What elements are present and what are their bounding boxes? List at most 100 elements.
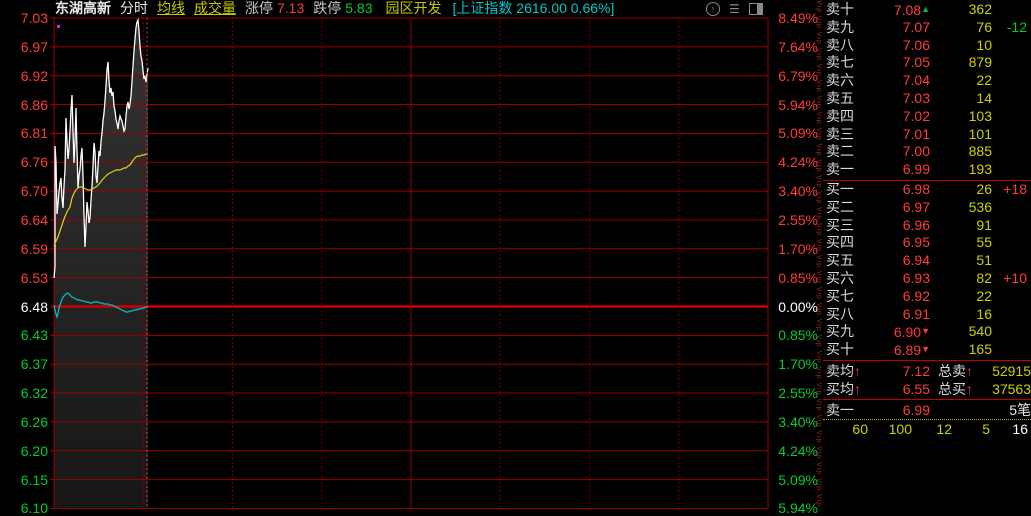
order-book-row[interactable]: 卖六 7.04 22 (823, 72, 1031, 90)
order-price: 6.98 (902, 181, 930, 197)
order-volume: 362 (968, 1, 992, 17)
order-book-row[interactable]: 买二 6.97 536 (823, 199, 1031, 217)
order-level-label: 买五 (826, 252, 854, 269)
limit-up-label: 涨停 (245, 0, 273, 16)
price-up-icon: ▲ (921, 4, 930, 14)
order-price: 6.91 (902, 305, 930, 322)
order-book-row[interactable]: 买四 6.95 55 (823, 234, 1031, 252)
order-price: 7.08▲ (893, 2, 930, 18)
queue-lot: 5 (982, 421, 990, 437)
axis-tick-label: 0.00% (778, 298, 818, 315)
order-price: 6.97 (902, 198, 930, 215)
order-book-row[interactable]: 卖七 7.05 879 (823, 54, 1031, 72)
order-price: 6.92 (902, 287, 930, 304)
order-book-row[interactable]: 卖一 6.99 193 (823, 161, 1031, 179)
order-price: 7.03 (902, 89, 930, 106)
sell-buy-divider (823, 180, 1031, 181)
sector-link[interactable]: 园区开发 (385, 0, 442, 16)
order-level-label: 买一 (826, 181, 854, 197)
queue-divider (823, 419, 1031, 420)
axis-tick-label: 8.49% (778, 10, 818, 26)
order-book-row[interactable]: 买八 6.91 16 (823, 306, 1031, 324)
avg-sell-value: 7.12 (902, 363, 930, 379)
order-level-label: 卖六 (826, 72, 854, 89)
tab-ma-line[interactable]: 均线 (157, 0, 185, 16)
order-volume: 885 (968, 143, 992, 160)
order-book-row[interactable]: 买七 6.92 22 (823, 288, 1031, 306)
chart-header: 东湖高新 分时 均线 成交量 涨停 7.13 跌停 5.83 园区开发 [上证指… (55, 0, 623, 17)
order-book-row[interactable]: 卖四 7.02 103 (823, 108, 1031, 126)
up-circle-icon[interactable]: ↑ (706, 1, 720, 16)
avg-buy-row: 买均↑ 6.55 总买↑ 37563 (823, 380, 1031, 398)
axis-tick-label: 6.64 (20, 211, 48, 228)
order-book-row[interactable]: 买三 6.96 91 (823, 217, 1031, 235)
order-book-row[interactable]: 卖三 7.01 101 (823, 126, 1031, 144)
order-level-label: 卖三 (826, 125, 854, 142)
order-price: 7.02 (902, 107, 930, 124)
order-book-row[interactable]: 买九 6.90▼ 540 (823, 323, 1031, 341)
order-queue-row: 60 100 12 5 16 (823, 420, 1031, 438)
order-level-label: 买四 (826, 234, 854, 251)
order-book-row[interactable]: 买五 6.94 51 (823, 252, 1031, 270)
order-volume: 91 (976, 216, 992, 233)
queue-lot: 100 (888, 421, 912, 437)
axis-tick-label: 3.40% (778, 413, 818, 430)
order-level-label: 买八 (826, 305, 854, 322)
footer-divider (823, 399, 1031, 400)
avg-buy-label: 买均↑ (826, 381, 861, 397)
total-buy-value: 37563 (992, 381, 1031, 397)
last-deal-price: 6.99 (902, 402, 930, 418)
order-volume: 14 (976, 89, 992, 106)
order-price: 7.07 (902, 18, 930, 35)
order-book-row[interactable]: 卖五 7.03 14 (823, 90, 1031, 108)
order-book-row[interactable]: 卖八 7.06 10 (823, 37, 1031, 55)
axis-tick-label: 6.53 (20, 269, 48, 286)
order-volume: 165 (968, 341, 992, 358)
order-volume: 540 (968, 323, 992, 340)
index-quote[interactable]: [上证指数 2616.00 0.66%] (452, 0, 615, 16)
order-level-label: 买三 (826, 216, 854, 233)
last-deal-row: 卖一 6.99 5笔 (823, 401, 1031, 419)
axis-tick-label: 6.15 (20, 471, 48, 488)
avg-sell-row: 卖均↑ 7.12 总卖↑ 52915 (823, 362, 1031, 380)
axis-tick-label: 6.26 (20, 413, 48, 430)
header-icon-group: ↑ ☰ (706, 1, 766, 16)
axis-tick-label: 0.85% (778, 269, 818, 286)
axis-tick-label: 6.43 (20, 327, 48, 344)
limit-down-label: 跌停 (313, 0, 342, 16)
axis-tick-label: 6.10 (20, 500, 48, 516)
order-book-row[interactable]: 卖九 7.07 76 -12 (823, 19, 1031, 37)
order-book-row[interactable]: 卖二 7.00 885 (823, 143, 1031, 161)
last-deal-count: 5笔 (1009, 402, 1031, 418)
order-delta: -12 (1006, 18, 1027, 35)
order-level-label: 卖四 (826, 107, 854, 124)
order-price: 6.94 (902, 252, 930, 269)
axis-tick-label: 6.86 (20, 96, 48, 113)
order-level-label: 卖八 (826, 36, 854, 53)
axis-tick-label: 3.40% (778, 183, 818, 200)
order-level-label: 买二 (826, 198, 854, 215)
order-level-label: 买六 (826, 269, 854, 286)
panel-layout-icon[interactable] (748, 2, 763, 15)
queue-lot: 16 (1012, 421, 1028, 437)
order-book-row[interactable]: 卖十 7.08▲ 362 (823, 1, 1031, 19)
axis-tick-label: 6.92 (20, 67, 48, 84)
order-level-label: 卖九 (826, 18, 854, 35)
axis-tick-label: 6.48 (20, 298, 48, 315)
order-volume: 16 (976, 305, 992, 322)
order-volume: 879 (968, 54, 992, 71)
avg-buy-value: 6.55 (902, 381, 930, 397)
axis-tick-label: 5.94% (778, 500, 818, 516)
order-price: 7.04 (902, 72, 930, 89)
order-delta: +18 (1003, 181, 1027, 197)
up-arrow-icon: ↑ (854, 381, 861, 397)
order-book-row[interactable]: 买六 6.93 82 +10 (823, 270, 1031, 288)
order-book-row[interactable]: 买一 6.98 26 +18 (823, 181, 1031, 199)
tab-volume[interactable]: 成交量 (194, 0, 236, 16)
up-arrow-icon: ↑ (854, 363, 861, 379)
order-level-label: 卖七 (826, 54, 854, 71)
menu-icon[interactable]: ☰ (729, 1, 740, 16)
tab-minute-chart[interactable]: 分时 (120, 0, 148, 16)
order-book-row[interactable]: 买十 6.89▼ 165 (823, 341, 1031, 359)
